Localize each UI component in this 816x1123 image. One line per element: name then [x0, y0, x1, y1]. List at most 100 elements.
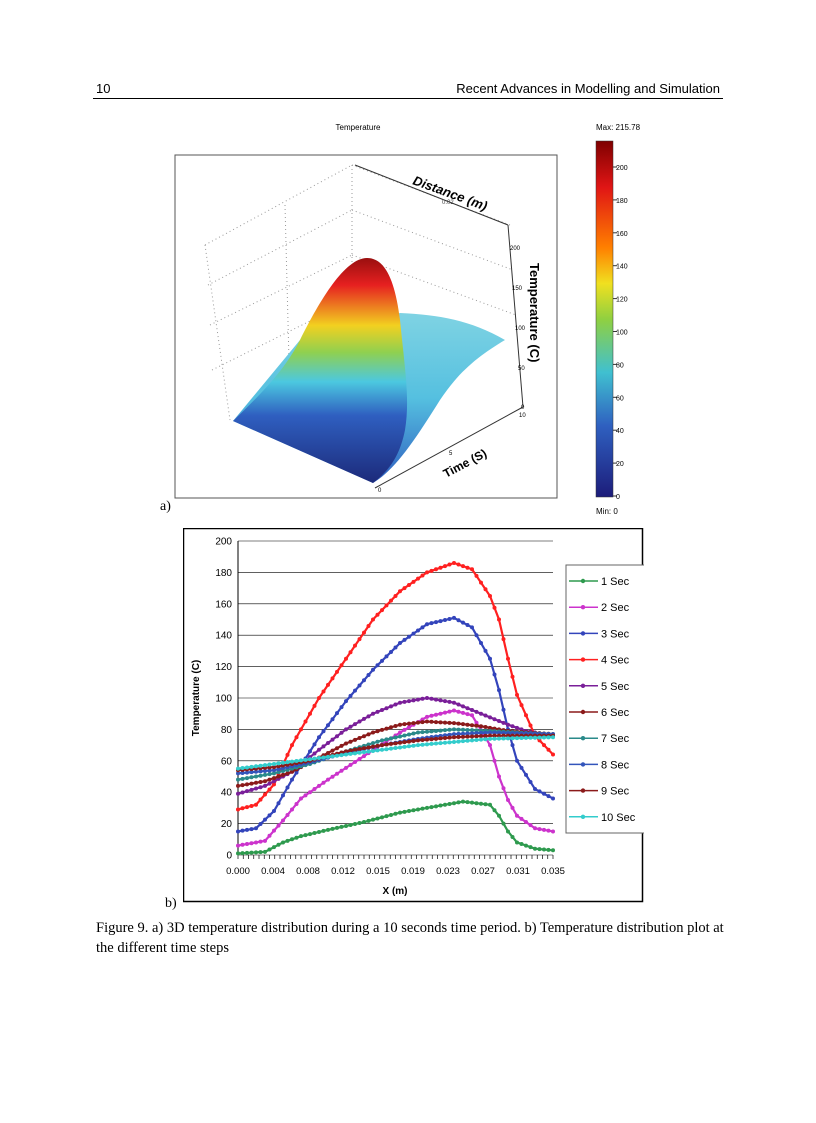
- data-point: [497, 617, 501, 622]
- data-point: [506, 829, 510, 834]
- data-point: [483, 648, 488, 653]
- data-point: [245, 782, 249, 787]
- data-point: [258, 850, 263, 855]
- x-tick-label: 0.027: [471, 866, 495, 877]
- data-point: [474, 801, 479, 806]
- data-point: [465, 738, 470, 743]
- data-point: [245, 765, 249, 770]
- data-point: [380, 743, 384, 748]
- data-point: [317, 756, 321, 761]
- data-point: [416, 576, 420, 581]
- data-point: [447, 735, 452, 740]
- data-point: [254, 786, 258, 791]
- data-point: [393, 741, 398, 746]
- data-point: [263, 838, 267, 843]
- data-point: [461, 564, 465, 569]
- data-point: [429, 737, 434, 742]
- data-point: [339, 743, 344, 748]
- data-point: [461, 722, 465, 727]
- data-point: [258, 797, 263, 802]
- data-point: [344, 741, 348, 746]
- data-point: [488, 802, 492, 807]
- data-point: [497, 774, 501, 779]
- temp-tick: 100: [515, 326, 526, 332]
- data-point: [402, 586, 407, 591]
- series-3-sec: [236, 615, 555, 834]
- data-point: [254, 774, 258, 779]
- data-point: [348, 650, 353, 655]
- data-point: [429, 741, 434, 746]
- data-point: [240, 783, 245, 788]
- data-point: [380, 815, 384, 820]
- data-point: [357, 637, 362, 642]
- data-point: [276, 842, 281, 847]
- data-point: [263, 849, 267, 854]
- data-point: [438, 619, 443, 624]
- data-point: [254, 764, 258, 769]
- colorbar-tick-label: 180: [616, 198, 628, 205]
- data-point: [528, 735, 533, 740]
- colorbar-tick-label: 80: [616, 362, 624, 369]
- data-point: [492, 717, 497, 722]
- data-point: [483, 725, 488, 730]
- data-point: [398, 589, 402, 594]
- data-point: [249, 775, 254, 780]
- x-tick-label: 0.008: [296, 866, 320, 877]
- colorbar-tick-label: 40: [616, 428, 624, 435]
- colorbar-tick-label: 100: [616, 330, 628, 337]
- data-point: [335, 771, 339, 776]
- data-point: [258, 779, 263, 784]
- data-point: [461, 731, 465, 736]
- data-point: [344, 823, 348, 828]
- data-point: [411, 698, 416, 703]
- data-point: [479, 711, 483, 716]
- data-point: [299, 834, 303, 839]
- data-point: [474, 734, 479, 739]
- data-point: [425, 742, 429, 747]
- data-point: [245, 827, 249, 832]
- page-number: 10: [96, 81, 111, 96]
- data-point: [344, 752, 348, 757]
- data-point: [488, 593, 492, 598]
- data-point: [425, 729, 429, 734]
- temperature-axis: [507, 224, 524, 408]
- data-point: [452, 560, 456, 565]
- data-point: [344, 699, 348, 704]
- data-point: [420, 742, 425, 747]
- data-point: [348, 724, 353, 729]
- data-point: [375, 739, 380, 744]
- data-point: [384, 814, 389, 819]
- data-point: [263, 779, 267, 784]
- data-point: [240, 776, 245, 781]
- data-point: [488, 715, 492, 720]
- data-point: [546, 735, 551, 740]
- data-point: [402, 744, 407, 749]
- data-point: [366, 672, 371, 677]
- series-10-sec: [236, 735, 555, 771]
- data-point: [375, 816, 380, 821]
- data-point: [389, 725, 393, 730]
- data-point: [375, 729, 380, 734]
- data-point: [366, 732, 371, 737]
- data-point: [312, 742, 317, 747]
- data-point: [339, 753, 344, 758]
- data-point: [398, 810, 402, 815]
- data-point: [321, 755, 326, 760]
- data-point: [285, 785, 290, 790]
- data-point: [497, 736, 501, 741]
- data-point: [429, 729, 434, 734]
- data-point: [249, 841, 254, 846]
- data-point: [402, 637, 407, 642]
- data-point: [272, 779, 276, 784]
- data-point: [272, 765, 276, 770]
- data-point: [353, 643, 357, 648]
- x-tick-label: 0.019: [401, 866, 425, 877]
- panel-label-a: a): [160, 499, 171, 514]
- data-point: [438, 741, 443, 746]
- data-point: [447, 727, 452, 732]
- data-point: [483, 587, 488, 592]
- data-point: [488, 656, 492, 661]
- data-point: [483, 733, 488, 738]
- data-point: [452, 732, 456, 737]
- data-point: [438, 720, 443, 725]
